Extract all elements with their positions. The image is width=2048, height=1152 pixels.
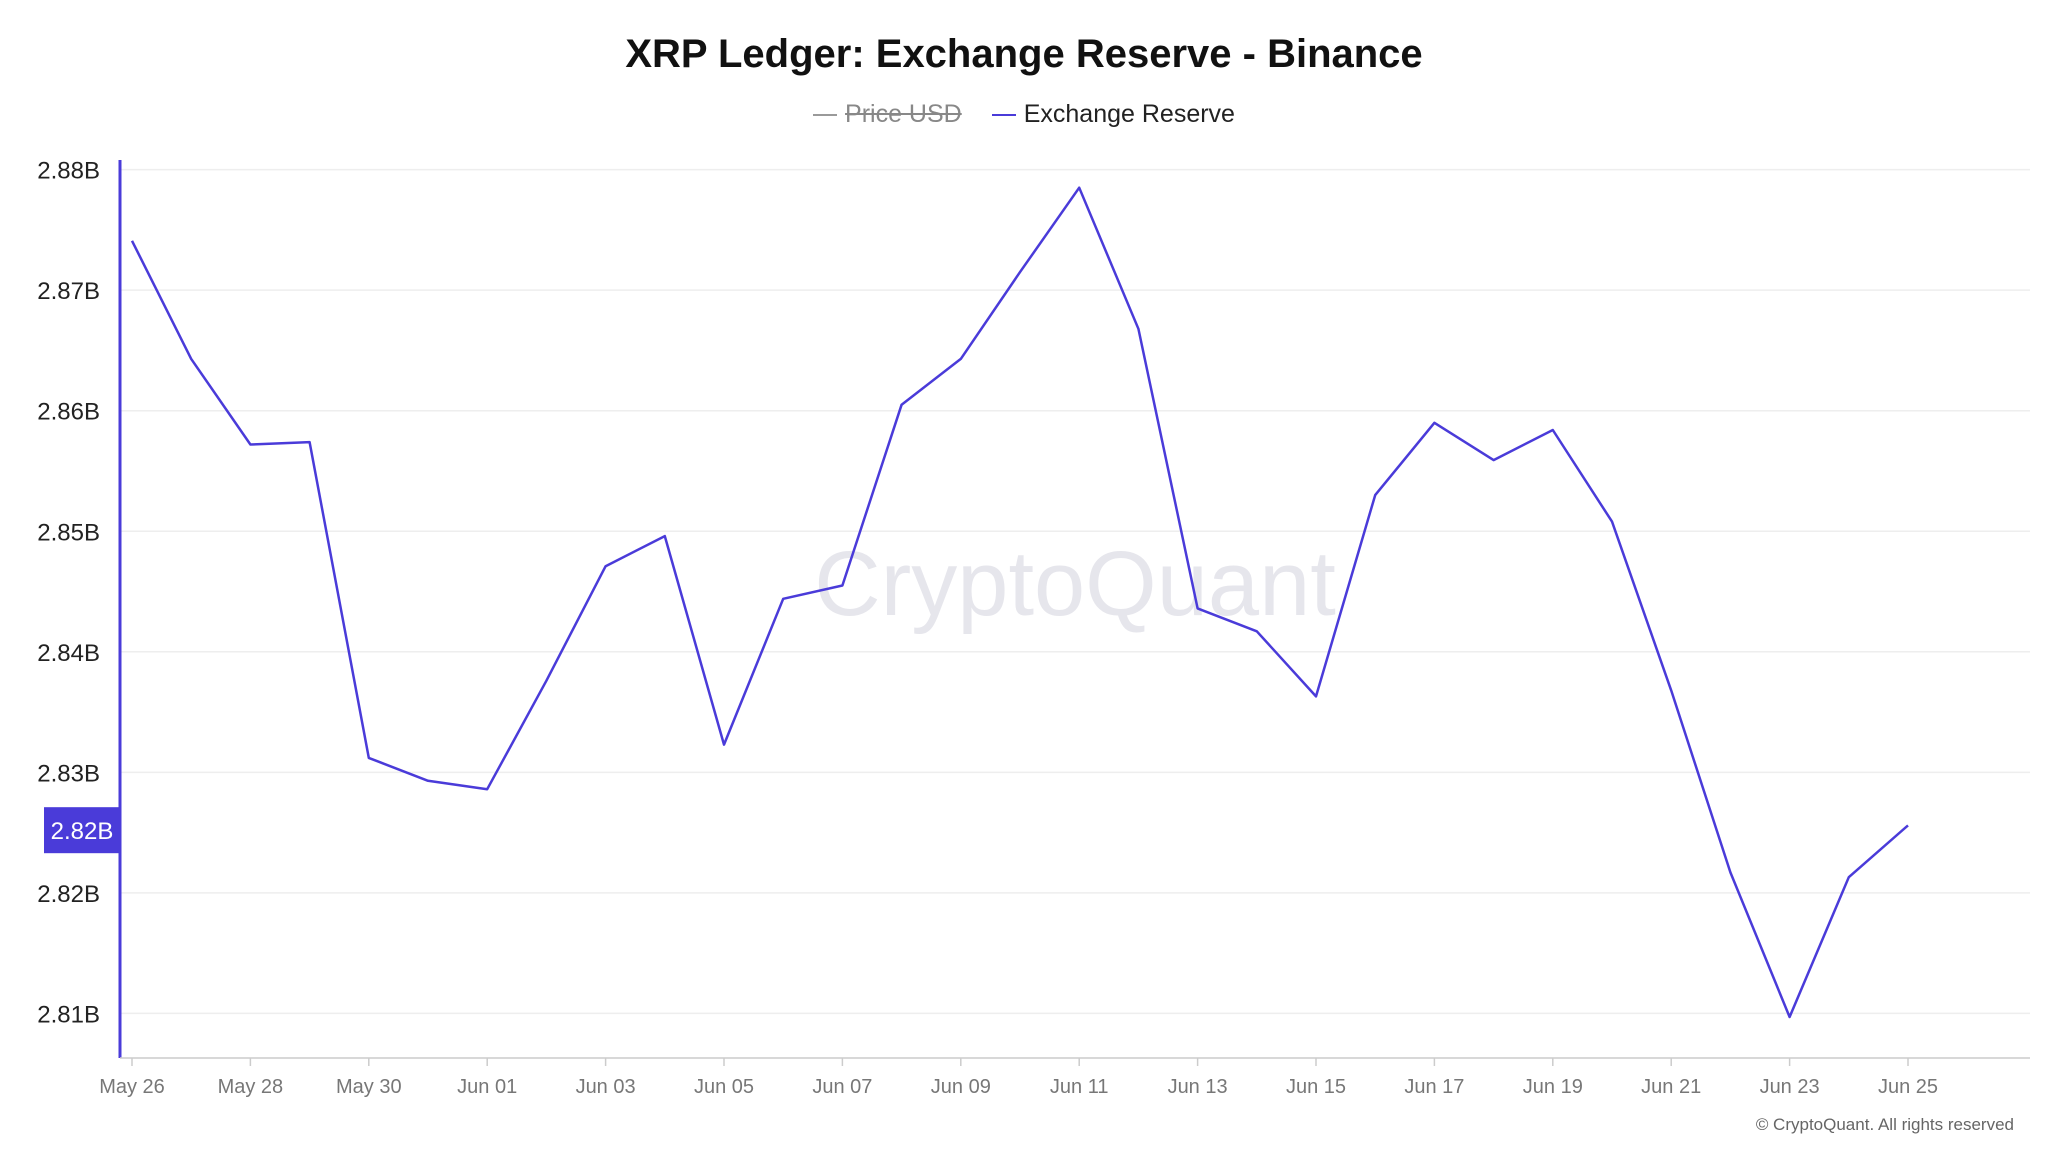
x-tick-label: Jun 11: [1050, 1076, 1109, 1098]
exchange-reserve-line: [130, 186, 1909, 1019]
x-tick-label: Jun 13: [1168, 1076, 1228, 1098]
exchange-reserve-point[interactable]: [1784, 1011, 1796, 1023]
exchange-reserve-point[interactable]: [836, 579, 848, 591]
label-layer: 2.81B 2.82B 2.83B 2.84B 2.85B 2.86B 2.87B 2.88B…: [37, 158, 1938, 1098]
x-tick-label: May 30: [336, 1076, 402, 1098]
y-tick-label: 2.85B: [37, 519, 100, 546]
axis-layer: [118, 160, 2030, 1066]
y-tick-label: 2.84B: [37, 640, 100, 667]
exchange-reserve-point[interactable]: [363, 752, 375, 764]
exchange-reserve-point[interactable]: [600, 560, 612, 572]
exchange-reserve-point[interactable]: [1665, 684, 1677, 696]
price-usd-swatch: [813, 113, 838, 116]
x-tick-label: Jun 23: [1760, 1076, 1820, 1098]
exchange-reserve-point[interactable]: [1251, 625, 1263, 637]
exchange-reserve-point[interactable]: [1547, 424, 1559, 436]
y-tick-label: 2.82B: [37, 881, 100, 908]
exchange-reserve-point[interactable]: [304, 436, 316, 448]
exchange-reserve-point[interactable]: [1488, 454, 1500, 466]
x-tick-label: Jun 17: [1404, 1076, 1464, 1098]
exchange-reserve-point[interactable]: [1073, 182, 1085, 194]
exchange-reserve-point[interactable]: [777, 593, 789, 605]
y-tick-label: 2.81B: [37, 1001, 100, 1028]
chart-title: XRP Ledger: Exchange Reserve - Binance: [625, 32, 1423, 76]
x-tick-label: Jun 03: [576, 1076, 636, 1098]
exchange-reserve-swatch: [991, 113, 1016, 116]
exchange-reserve-point[interactable]: [1606, 516, 1618, 528]
legend: Price USD Exchange Reserve: [0, 100, 2048, 129]
exchange-reserve-point[interactable]: [1724, 866, 1736, 878]
exchange-reserve-point[interactable]: [244, 438, 256, 450]
crosshair-value-label: 2.82B: [51, 818, 114, 845]
x-tick-label: Jun 07: [812, 1076, 872, 1098]
exchange-reserve-point[interactable]: [126, 235, 138, 247]
exchange-reserve-point[interactable]: [481, 783, 493, 795]
x-tick-label: May 28: [218, 1076, 284, 1098]
grid-layer: [120, 168, 2030, 1015]
legend-item-price-usd[interactable]: Price USD: [813, 100, 962, 129]
y-tick-label: 2.88B: [37, 158, 100, 185]
x-tick-label: Jun 25: [1878, 1076, 1938, 1098]
exchange-reserve-point[interactable]: [955, 353, 967, 365]
exchange-reserve-point[interactable]: [1192, 602, 1204, 614]
x-tick-label: May 26: [99, 1076, 165, 1098]
exchange-reserve-point[interactable]: [896, 399, 908, 411]
x-tick-label: Jun 05: [694, 1076, 754, 1098]
crosshair-value-badge: [44, 807, 120, 854]
x-tick-label: Jun 09: [931, 1076, 991, 1098]
x-tick-label: Jun 15: [1286, 1076, 1346, 1098]
legend-item-exchange-reserve[interactable]: Exchange Reserve: [991, 100, 1235, 129]
exchange-reserve-point[interactable]: [185, 353, 197, 365]
exchange-reserve-point[interactable]: [1428, 417, 1440, 429]
series-layer: [126, 182, 1914, 1023]
exchange-reserve-point[interactable]: [540, 675, 552, 687]
copyright-notice: © CryptoQuant. All rights reserved: [1755, 1115, 2014, 1134]
exchange-reserve-point[interactable]: [718, 739, 730, 751]
exchange-reserve-point[interactable]: [422, 775, 434, 787]
exchange-reserve-point[interactable]: [1843, 871, 1855, 883]
exchange-reserve-point[interactable]: [659, 530, 671, 542]
legend-label-exchange-reserve: Exchange Reserve: [1023, 100, 1235, 128]
y-tick-label: 2.87B: [37, 278, 100, 305]
y-tick-label: 2.86B: [37, 399, 100, 426]
y-tick-label: 2.83B: [37, 760, 100, 787]
exchange-reserve-point[interactable]: [1132, 323, 1144, 335]
x-tick-label: Jun 01: [457, 1076, 517, 1098]
x-tick-label: Jun 21: [1641, 1076, 1701, 1098]
watermark: CryptoQuant: [814, 533, 1336, 635]
x-tick-label: Jun 19: [1523, 1076, 1583, 1098]
exchange-reserve-point[interactable]: [1014, 266, 1026, 278]
exchange-reserve-point[interactable]: [1310, 690, 1322, 702]
legend-label-price-usd: Price USD: [845, 100, 962, 128]
exchange-reserve-point[interactable]: [1369, 489, 1381, 501]
exchange-reserve-point[interactable]: [1902, 819, 1914, 831]
